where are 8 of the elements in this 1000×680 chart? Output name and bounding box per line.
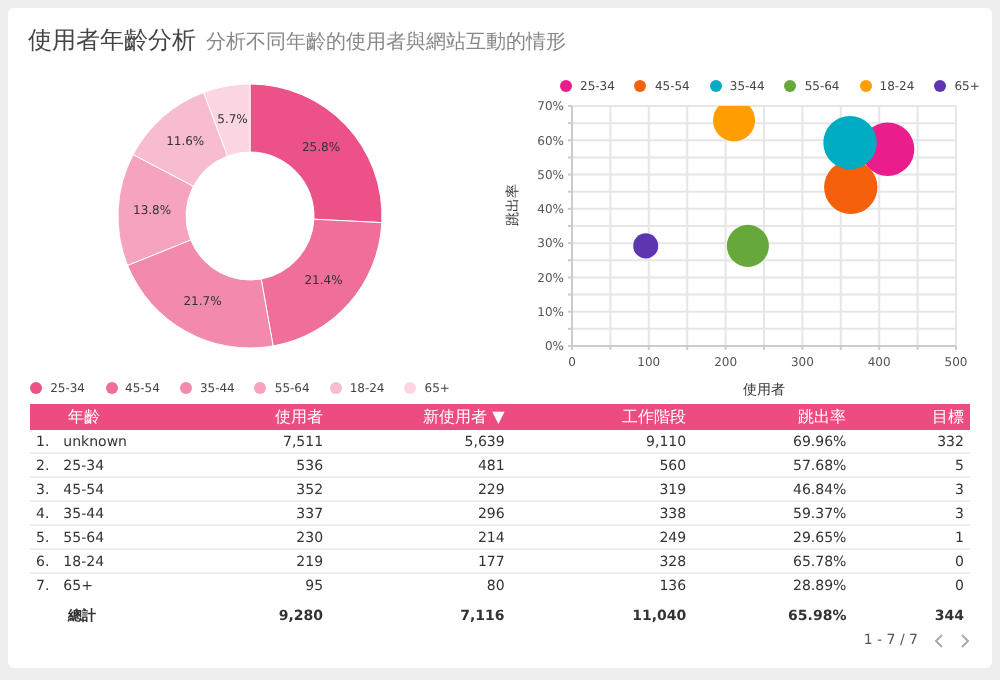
category-label: 跳出率 [796, 406, 849, 428]
category-label: 年齡 [66, 406, 103, 428]
chart-title: 使用者年齡分析 [28, 24, 196, 58]
chart-subtitle: 分析不同年齡的使用者與網站互動的情形 [206, 29, 566, 56]
category-label: 新使用者 ▼ [421, 406, 507, 428]
category-label: 工作階段 [620, 406, 689, 428]
category-label: 使用者 [273, 406, 326, 428]
category-label: 目標 [929, 406, 966, 428]
